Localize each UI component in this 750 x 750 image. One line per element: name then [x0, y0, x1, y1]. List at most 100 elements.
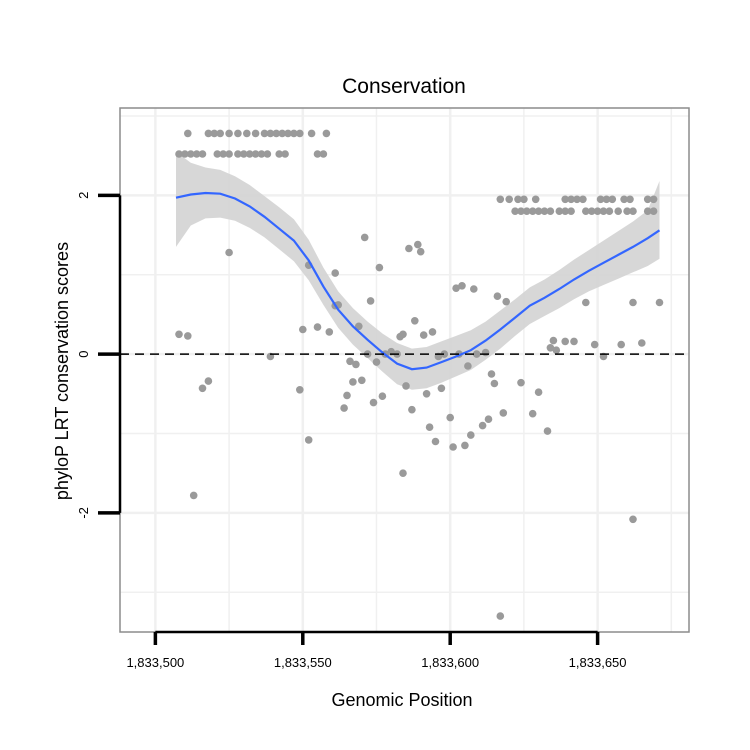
- data-point: [528, 409, 537, 418]
- data-point: [213, 150, 222, 158]
- data-point: [605, 207, 614, 215]
- smooth-line-group: [175, 191, 661, 371]
- data-point: [582, 207, 590, 215]
- data-point: [655, 298, 664, 307]
- data-point: [449, 443, 457, 451]
- data-point: [496, 195, 505, 204]
- data-point: [552, 346, 561, 355]
- data-point: [528, 207, 537, 215]
- data-point: [649, 195, 658, 204]
- data-point: [204, 377, 213, 385]
- data-point: [243, 129, 251, 138]
- data-point: [428, 328, 437, 336]
- data-point: [602, 195, 611, 204]
- data-point: [175, 330, 183, 339]
- data-point: [502, 297, 511, 306]
- data-point: [437, 384, 446, 393]
- y-tick-label: -2: [76, 507, 91, 519]
- data-point: [366, 297, 375, 305]
- confidence-band: [176, 151, 660, 390]
- x-tick-label: 1,833,500: [126, 655, 184, 670]
- data-point: [234, 129, 242, 138]
- data-point: [446, 413, 455, 422]
- data-point: [187, 150, 195, 158]
- data-point: [573, 195, 581, 204]
- confidence-band-area: [176, 151, 660, 390]
- data-point: [340, 404, 348, 412]
- data-point: [399, 469, 407, 478]
- data-point: [275, 150, 284, 158]
- data-point: [198, 150, 207, 158]
- data-point: [198, 384, 207, 393]
- data-point: [375, 263, 384, 272]
- data-point: [325, 328, 334, 336]
- data-point: [322, 129, 331, 138]
- data-point: [184, 129, 192, 138]
- data-point: [546, 207, 555, 215]
- data-point: [225, 248, 233, 257]
- data-point: [599, 207, 608, 215]
- smooth-line: [175, 191, 661, 371]
- data-point: [531, 195, 540, 204]
- data-point: [257, 150, 266, 158]
- data-point: [582, 298, 590, 307]
- data-point: [514, 195, 522, 204]
- data-point: [307, 129, 316, 138]
- data-point: [490, 379, 499, 388]
- data-point: [408, 405, 416, 414]
- x-tick-label: 1,833,650: [569, 655, 627, 670]
- data-point: [593, 207, 602, 215]
- data-point: [481, 348, 490, 357]
- data-point: [517, 207, 525, 215]
- data-point: [378, 392, 387, 401]
- data-point: [505, 195, 513, 204]
- data-point: [579, 195, 587, 204]
- data-point: [304, 436, 313, 444]
- data-point: [464, 362, 472, 370]
- data-point: [319, 150, 328, 158]
- data-point: [416, 247, 425, 256]
- data-point: [534, 388, 543, 397]
- data-point: [189, 491, 198, 500]
- data-point: [192, 150, 201, 158]
- data-point: [399, 330, 407, 339]
- data-point: [478, 421, 487, 430]
- data-point: [487, 370, 496, 378]
- data-point: [184, 332, 192, 340]
- data-point: [546, 344, 555, 352]
- data-point: [405, 244, 413, 253]
- data-point: [470, 285, 478, 293]
- x-tick-label: 1,833,550: [274, 655, 332, 670]
- data-point: [493, 292, 502, 301]
- data-point: [369, 398, 378, 407]
- y-tick-label: 0: [76, 350, 91, 357]
- data-point: [251, 129, 260, 138]
- data-point: [234, 150, 242, 158]
- data-point: [629, 515, 637, 524]
- data-point: [561, 337, 569, 346]
- y-axis-label: phyloP LRT conservation scores: [52, 242, 72, 500]
- data-point: [272, 129, 281, 138]
- data-point: [419, 331, 428, 339]
- data-point: [181, 150, 189, 158]
- data-point: [638, 339, 646, 347]
- data-point: [260, 129, 269, 138]
- data-point: [629, 207, 637, 215]
- data-point: [440, 350, 449, 358]
- data-point: [240, 150, 248, 158]
- data-point: [587, 207, 596, 215]
- data-point: [555, 207, 564, 215]
- data-point: [534, 207, 543, 215]
- data-point: [629, 298, 637, 307]
- x-tick-label: 1,833,600: [421, 655, 479, 670]
- data-points: [175, 129, 664, 620]
- data-point: [346, 357, 354, 366]
- data-point: [299, 325, 307, 334]
- data-point: [567, 195, 575, 204]
- data-point: [499, 409, 508, 417]
- data-point: [484, 415, 493, 424]
- data-point: [425, 423, 434, 432]
- data-point: [620, 195, 628, 204]
- data-point: [431, 437, 440, 446]
